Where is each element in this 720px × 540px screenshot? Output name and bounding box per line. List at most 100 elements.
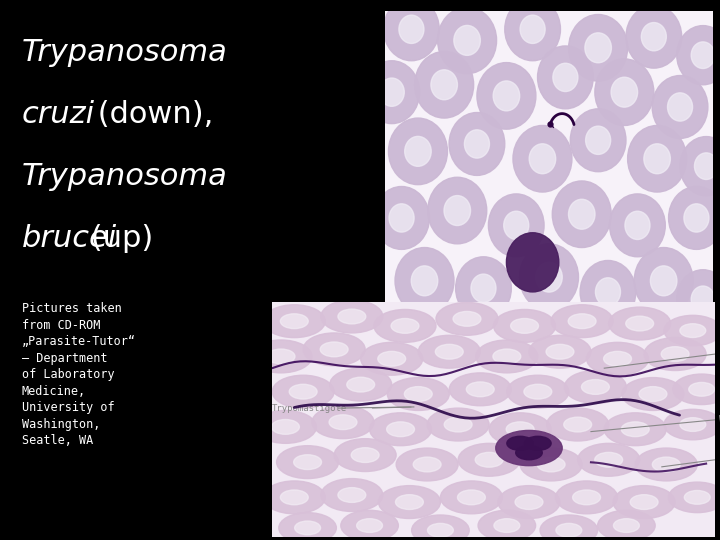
Circle shape (428, 177, 487, 244)
Circle shape (254, 410, 317, 443)
Circle shape (418, 335, 480, 368)
Circle shape (387, 422, 415, 437)
Circle shape (626, 316, 654, 331)
Circle shape (428, 523, 454, 537)
Circle shape (598, 510, 655, 540)
Circle shape (578, 336, 605, 366)
Circle shape (604, 413, 666, 446)
Circle shape (374, 186, 429, 249)
Circle shape (564, 417, 592, 432)
Circle shape (680, 323, 706, 338)
Circle shape (538, 46, 593, 109)
Circle shape (546, 408, 608, 441)
Circle shape (334, 438, 396, 471)
Circle shape (520, 15, 545, 43)
Circle shape (536, 262, 562, 292)
Circle shape (488, 194, 544, 257)
Circle shape (642, 23, 667, 51)
Circle shape (289, 384, 317, 399)
Circle shape (449, 373, 511, 406)
Circle shape (330, 368, 392, 401)
Circle shape (453, 312, 481, 326)
Circle shape (639, 387, 667, 401)
Circle shape (454, 25, 480, 56)
Circle shape (513, 125, 572, 192)
Circle shape (405, 137, 431, 166)
Circle shape (427, 408, 489, 441)
Circle shape (493, 349, 521, 364)
Circle shape (395, 329, 420, 358)
Circle shape (650, 266, 677, 296)
Circle shape (556, 481, 618, 514)
Text: Pictures taken
from CD-ROM
„Parasite-Tutor“
– Department
of Laboratory
Medicine,: Pictures taken from CD-ROM „Parasite-Tut… (22, 302, 135, 448)
Circle shape (280, 314, 308, 329)
Circle shape (454, 336, 480, 366)
Circle shape (644, 338, 706, 370)
Circle shape (691, 286, 715, 313)
Circle shape (438, 318, 497, 384)
Circle shape (568, 314, 596, 329)
Circle shape (379, 485, 441, 518)
Circle shape (626, 5, 682, 68)
Circle shape (384, 0, 439, 60)
Circle shape (669, 186, 720, 249)
Circle shape (635, 448, 697, 481)
Circle shape (610, 194, 665, 257)
Text: Trypanosoma: Trypanosoma (22, 38, 228, 67)
Circle shape (516, 446, 542, 460)
Circle shape (652, 457, 680, 472)
Circle shape (569, 15, 628, 81)
Circle shape (399, 15, 424, 43)
Circle shape (294, 455, 322, 470)
Circle shape (413, 457, 441, 472)
Circle shape (478, 510, 536, 540)
Circle shape (680, 417, 706, 431)
Circle shape (673, 374, 720, 404)
Circle shape (395, 495, 423, 509)
Circle shape (595, 278, 621, 306)
Circle shape (546, 345, 574, 359)
Circle shape (520, 448, 582, 481)
Circle shape (380, 312, 436, 375)
Circle shape (667, 93, 693, 121)
Circle shape (570, 109, 626, 172)
Circle shape (458, 443, 520, 476)
Circle shape (529, 335, 591, 368)
Circle shape (272, 375, 334, 408)
Circle shape (517, 329, 542, 358)
Circle shape (412, 515, 469, 540)
Circle shape (585, 126, 611, 154)
Circle shape (441, 481, 503, 514)
Circle shape (613, 485, 675, 518)
Circle shape (595, 59, 654, 125)
Circle shape (276, 446, 338, 478)
Circle shape (436, 345, 463, 359)
Circle shape (477, 63, 536, 129)
Circle shape (621, 422, 649, 437)
Circle shape (389, 204, 414, 232)
Circle shape (556, 523, 582, 537)
Circle shape (661, 347, 689, 361)
Circle shape (611, 77, 638, 107)
Circle shape (250, 340, 312, 373)
Circle shape (464, 130, 490, 158)
Circle shape (467, 382, 494, 397)
Circle shape (664, 315, 720, 346)
Circle shape (525, 436, 551, 450)
Circle shape (524, 384, 552, 399)
Circle shape (356, 519, 382, 532)
Circle shape (540, 515, 598, 540)
Circle shape (537, 457, 565, 472)
Circle shape (595, 453, 623, 467)
Circle shape (613, 519, 639, 532)
Circle shape (496, 430, 562, 465)
Circle shape (580, 260, 636, 323)
Circle shape (625, 211, 650, 240)
Circle shape (505, 0, 560, 60)
Circle shape (396, 448, 458, 481)
Circle shape (347, 377, 374, 392)
Circle shape (569, 199, 595, 229)
Circle shape (677, 325, 720, 384)
Circle shape (628, 125, 687, 192)
Circle shape (444, 417, 472, 432)
